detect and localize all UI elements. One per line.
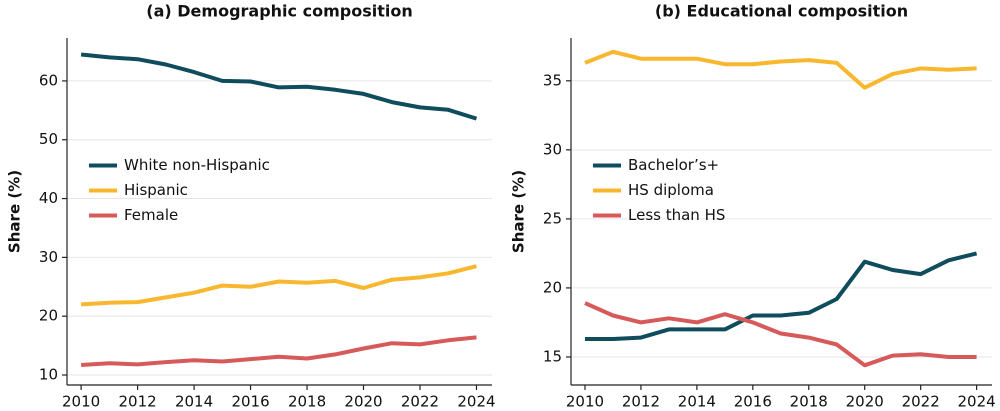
- x-tick-label: 2016: [734, 393, 772, 411]
- y-tick-label: 40: [39, 189, 58, 207]
- legend-label: Bachelor’s+: [628, 156, 719, 174]
- chart-title: (b) Educational composition: [655, 2, 908, 21]
- x-tick-label: 2014: [175, 393, 213, 411]
- x-tick-label: 2010: [62, 393, 100, 411]
- y-tick-label: 60: [39, 71, 58, 89]
- y-tick-label: 30: [543, 140, 562, 158]
- legend-label: HS diploma: [628, 181, 714, 199]
- y-tick-label: 10: [39, 366, 58, 384]
- x-tick-label: 2024: [958, 393, 996, 411]
- x-tick-label: 2010: [566, 393, 604, 411]
- x-tick-label: 2020: [344, 393, 382, 411]
- line-series: [80, 52, 478, 121]
- x-tick-label: 2022: [401, 393, 439, 411]
- y-tick-label: 35: [543, 71, 562, 89]
- y-tick-label: 50: [39, 130, 58, 148]
- x-tick-label: 2018: [790, 393, 828, 411]
- legend-label: Hispanic: [124, 181, 188, 199]
- x-tick-label: 2020: [846, 393, 884, 411]
- legend-label: Female: [124, 206, 178, 224]
- y-tick-label: 25: [543, 209, 562, 227]
- line-series: [80, 264, 477, 307]
- line-series: [80, 335, 477, 367]
- y-tick-label: 20: [543, 278, 562, 296]
- x-tick-label: 2018: [288, 393, 326, 411]
- chart-title: (a) Demographic composition: [146, 2, 412, 21]
- x-tick-label: 2016: [231, 393, 269, 411]
- y-tick-label: 15: [543, 347, 562, 365]
- legend-label: White non-Hispanic: [124, 156, 270, 174]
- x-tick-label: 2012: [119, 393, 157, 411]
- line-series: [584, 301, 977, 368]
- y-axis-label: Share (%): [6, 170, 24, 253]
- x-tick-label: 2014: [678, 393, 716, 411]
- x-tick-label: 2022: [902, 393, 940, 411]
- line-series: [584, 49, 977, 90]
- line-series: [585, 251, 978, 341]
- x-tick-label: 2024: [457, 393, 495, 411]
- y-axis-label: Share (%): [510, 170, 528, 253]
- legend-label: Less than HS: [628, 206, 725, 224]
- y-tick-label: 20: [39, 307, 58, 325]
- x-tick-label: 2012: [622, 393, 660, 411]
- y-tick-label: 30: [39, 248, 58, 266]
